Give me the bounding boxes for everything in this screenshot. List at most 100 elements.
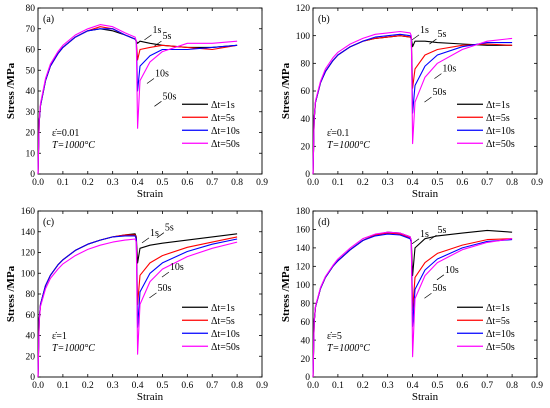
x-tick-label: 0.9 [256,178,268,188]
legend-entry: Δt=50s [211,139,240,150]
x-tick-label: 0.7 [481,178,493,188]
x-tick-label: 0.0 [307,178,319,188]
x-tick-label: 0.1 [332,381,344,391]
y-tick-label: 40 [26,332,36,342]
x-tick-label: 0.3 [107,381,119,391]
annotation-label: 10s [442,64,456,75]
annotation-label: 1s [152,25,161,36]
x-tick-label: 0.4 [132,381,144,391]
y-tick-label: 40 [301,336,311,346]
annotation-arrow [429,38,437,45]
legend-entry: Δt=10s [486,126,515,137]
series-line-3 [37,235,238,378]
chart-panel-3: 0.0 0.1 0.2 0.3 0.4 0.5 0.6 0.7 0.8 0.9 0 20 40 60 80 1… [5,207,268,403]
panel-label: (d) [318,217,330,228]
condition-strain-rate: ε̇=0.01 [52,128,79,139]
condition-temperature: T=1000°C [327,140,370,151]
annotation-label: 50s [157,283,171,294]
x-tick-label: 0.6 [456,178,468,188]
legend-entry: Δt=50s [211,342,240,353]
series-line-4 [312,231,513,378]
annotation-label: 1s [150,228,159,239]
y-tick-label: 0 [30,170,35,180]
y-tick-label: 0 [305,170,310,180]
condition-temperature: T=1000°C [327,343,370,354]
annotation-label: 5s [162,31,171,42]
y-tick-label: 60 [26,311,36,321]
annotation-label: 50s [432,87,446,98]
x-tick-label: 0.0 [32,381,44,391]
annotation-label: 10s [170,262,184,273]
y-tick-label: 60 [301,87,311,97]
annotation-label: 50s [432,283,446,294]
x-tick-label: 0.6 [456,381,468,391]
legend-entry: Δt=1s [211,303,235,314]
x-tick-label: 0.4 [407,381,419,391]
annotation-arrow [154,101,162,107]
series-line-4 [37,238,238,378]
y-tick-label: 120 [296,4,311,14]
y-tick-label: 60 [26,46,36,56]
x-tick-label: 0.5 [432,381,444,391]
annotation-label: 1s [420,25,429,36]
y-tick-label: 60 [301,318,311,328]
annotation-arrow [146,78,155,84]
y-tick-label: 160 [296,226,311,236]
x-axis-label: Strain [412,391,439,403]
x-tick-label: 0.9 [531,381,543,391]
x-tick-label: 0.3 [107,178,119,188]
x-tick-label: 0.9 [256,381,268,391]
x-axis-label: Strain [137,188,164,200]
annotation-arrow [141,237,150,244]
legend-entry: Δt=1s [211,100,235,111]
legend-entry: Δt=5s [486,113,510,124]
y-tick-label: 20 [301,355,311,365]
x-tick-label: 0.8 [231,178,243,188]
x-tick-label: 0.1 [57,381,69,391]
chart-panel-4: 0.0 0.1 0.2 0.3 0.4 0.5 0.6 0.7 0.8 0.9 0 20 40 60 80 1… [280,207,543,403]
y-tick-label: 20 [26,352,36,362]
x-tick-label: 0.8 [231,381,243,391]
x-tick-label: 0.2 [357,178,369,188]
annotation-arrow [154,40,162,47]
y-tick-label: 100 [21,269,36,279]
x-tick-label: 0.8 [506,178,518,188]
y-tick-label: 20 [26,129,36,139]
y-axis-label: Stress /MPa [280,62,292,119]
x-tick-label: 0.7 [481,381,493,391]
series-line-4 [37,24,238,175]
x-tick-label: 0.1 [332,178,344,188]
y-tick-label: 70 [26,25,36,35]
annotation-label: 10s [155,68,169,79]
x-tick-label: 0.3 [382,178,394,188]
y-tick-label: 40 [301,115,311,125]
plot-frame [312,210,538,378]
y-tick-label: 140 [296,244,311,254]
y-tick-label: 120 [21,249,36,259]
x-tick-label: 0.1 [57,178,69,188]
chart-panel-2: 0.0 0.1 0.2 0.3 0.4 0.5 0.6 0.7 0.8 0.9 0 20 40 60 80 1… [280,4,543,200]
annotation-arrow [436,274,445,281]
annotation-label: 50s [162,91,176,102]
y-tick-label: 40 [26,87,36,97]
condition-temperature: T=1000°C [52,343,95,354]
annotation-label: 10s [445,265,459,276]
annotation-arrow [411,238,420,245]
y-tick-label: 160 [21,207,36,217]
y-tick-label: 80 [301,60,311,70]
y-tick-label: 100 [296,32,311,42]
legend-entry: Δt=1s [486,100,510,111]
annotation-arrow [411,34,420,41]
series-line-3 [37,28,238,175]
y-tick-label: 100 [296,281,311,291]
y-tick-label: 80 [26,290,36,300]
annotation-arrow [424,292,432,299]
annotation-arrow [156,232,165,238]
y-axis-label: Stress /MPa [5,62,17,119]
condition-strain-rate: ε̇=0.1 [327,128,349,139]
y-axis-label: Stress /MPa [5,265,17,322]
x-tick-label: 0.3 [382,381,394,391]
annotation-label: 1s [420,229,429,240]
y-tick-label: 0 [305,373,310,383]
series-line-3 [312,33,513,175]
